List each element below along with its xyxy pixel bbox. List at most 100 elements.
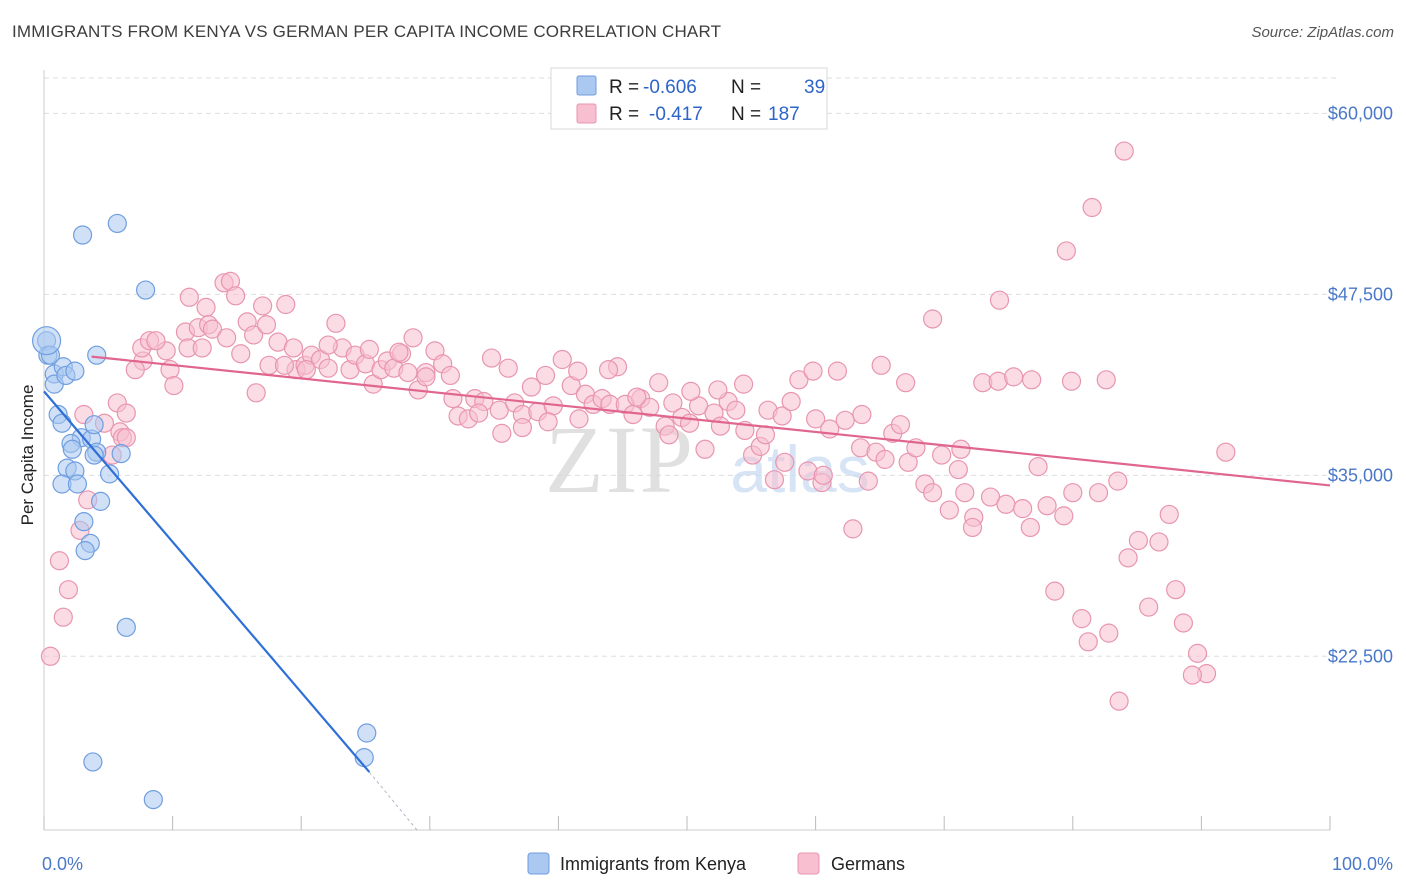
german-point-4 xyxy=(116,403,136,423)
german-point-150 xyxy=(896,373,916,393)
german-point-160 xyxy=(659,425,679,445)
legend-n-label-kenya: N = xyxy=(731,77,761,98)
kenya-point-35 xyxy=(84,445,104,465)
german-point-167 xyxy=(469,403,489,423)
german-point-134 xyxy=(1118,548,1138,568)
legend-r-label-german: R = xyxy=(609,104,639,125)
german-point-20 xyxy=(231,344,251,364)
german-point-143 xyxy=(1216,442,1236,462)
legend-swatch-german xyxy=(576,103,597,124)
german-point-136 xyxy=(1139,597,1159,617)
kenya-point-19 xyxy=(99,464,120,484)
german-point-171 xyxy=(359,339,379,359)
german-point-147 xyxy=(962,517,983,538)
german-point-23 xyxy=(253,296,273,316)
german-point-122 xyxy=(1013,499,1033,519)
legend-n-label-german: N = xyxy=(731,104,761,125)
german-point-178 xyxy=(164,375,184,396)
german-point-166 xyxy=(492,423,512,443)
german-point-105 xyxy=(875,449,895,470)
german-point-14 xyxy=(196,297,216,318)
german-point-135 xyxy=(1128,530,1148,551)
kenya-point-16 xyxy=(111,444,131,464)
german-point-62 xyxy=(535,365,556,386)
german-point-131 xyxy=(1088,483,1109,503)
german-point-152 xyxy=(852,404,872,425)
german-points xyxy=(40,141,1236,711)
german-point-64 xyxy=(552,349,572,370)
kenya-point-22 xyxy=(90,491,111,511)
bottom-legend-label-kenya: Immigrants from Kenya xyxy=(560,854,747,874)
kenya-trend-extension xyxy=(368,771,418,831)
german-point-133 xyxy=(1108,471,1128,491)
german-point-151 xyxy=(871,355,891,375)
german-point-114 xyxy=(948,459,968,480)
german-point-153 xyxy=(813,465,833,485)
german-point-111 xyxy=(923,483,943,503)
y-tick-label-0: $22,500 xyxy=(1328,646,1393,666)
german-point-78 xyxy=(663,393,683,413)
german-point-76 xyxy=(649,373,669,393)
german-point-194 xyxy=(989,290,1010,310)
y-tick-labels: $22,500 $35,000 $47,500 $60,000 xyxy=(1328,103,1393,666)
kenya-point-30 xyxy=(357,723,377,743)
german-point-168 xyxy=(443,389,463,409)
kenya-point-21 xyxy=(67,474,88,494)
german-point-170 xyxy=(389,342,409,362)
german-point-191 xyxy=(1082,197,1102,218)
german-point-44 xyxy=(398,362,418,383)
x-tick-label-0: 0.0% xyxy=(42,854,83,874)
german-point-165 xyxy=(512,417,532,438)
german-point-123 xyxy=(1020,517,1040,538)
german-point-164 xyxy=(538,412,558,432)
legend-r-value-german: -0.417 xyxy=(649,104,703,125)
kenya-point-34 xyxy=(84,415,104,435)
kenya-point-29 xyxy=(116,617,136,637)
german-point-161 xyxy=(627,387,647,407)
kenya-point-7 xyxy=(65,361,85,381)
german-point-163 xyxy=(569,409,589,429)
german-point-195 xyxy=(1109,691,1129,711)
legend-swatch-kenya xyxy=(576,75,597,96)
german-point-141 xyxy=(1187,643,1208,663)
german-point-22 xyxy=(244,325,264,345)
kenya-point-25 xyxy=(75,541,95,561)
german-point-189 xyxy=(40,646,61,666)
x-tick-label-1: 100.0% xyxy=(1332,854,1393,874)
german-point-121 xyxy=(1004,367,1024,387)
german-point-130 xyxy=(1078,632,1098,652)
german-point-169 xyxy=(416,367,436,387)
german-point-146 xyxy=(1022,370,1042,390)
german-point-112 xyxy=(932,445,952,465)
y-tick-label-2: $47,500 xyxy=(1328,284,1393,304)
grid-lines xyxy=(44,77,1336,657)
kenya-point-10 xyxy=(52,413,72,433)
german-point-148 xyxy=(951,439,971,459)
german-point-93 xyxy=(781,391,801,412)
german-point-120 xyxy=(996,494,1016,514)
german-point-186 xyxy=(58,580,79,600)
correlation-legend: R = -0.606 N = 39 R = -0.417 N = 187 xyxy=(550,67,828,130)
german-point-128 xyxy=(1063,483,1083,503)
german-point-144 xyxy=(1096,370,1116,390)
german-point-154 xyxy=(803,361,823,381)
german-trend-line xyxy=(91,355,1331,487)
german-point-33 xyxy=(318,358,338,378)
german-point-82 xyxy=(695,439,715,459)
german-point-45 xyxy=(403,328,423,348)
kenya-point-32 xyxy=(83,752,103,772)
x-tick-labels: 0.0% 100.0% xyxy=(42,854,1393,874)
german-point-190 xyxy=(1114,141,1134,161)
legend-n-value-kenya: 39 xyxy=(804,77,825,98)
german-point-145 xyxy=(1061,371,1082,391)
german-point-125 xyxy=(1037,496,1057,516)
german-point-12 xyxy=(179,287,199,307)
german-point-100 xyxy=(835,410,855,430)
german-point-174 xyxy=(274,355,295,375)
german-point-192 xyxy=(1056,241,1076,261)
german-point-57 xyxy=(498,358,518,378)
german-point-173 xyxy=(296,360,316,380)
german-point-34 xyxy=(326,313,346,333)
german-point-113 xyxy=(939,500,959,520)
